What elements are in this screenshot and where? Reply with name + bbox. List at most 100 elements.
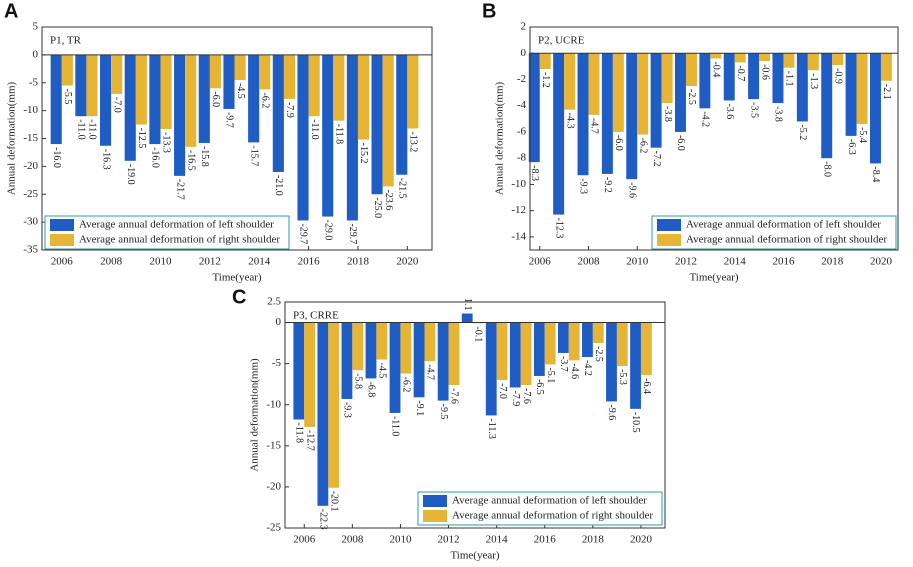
- value-label: -7.0: [111, 97, 122, 113]
- bar: [661, 53, 673, 104]
- value-label: -7.2: [651, 151, 662, 167]
- value-label: -6.4: [641, 378, 652, 394]
- value-label: -5.2: [797, 124, 808, 140]
- bar: [346, 54, 358, 221]
- value-label: -7.0: [497, 383, 508, 399]
- bar: [111, 54, 123, 94]
- bar: [582, 322, 593, 358]
- value-label: -13.2: [408, 131, 419, 152]
- x-tick-label: 2010: [389, 534, 412, 546]
- value-label: -6.2: [259, 92, 270, 108]
- legend-swatch: [423, 510, 447, 522]
- value-label: -11.3: [486, 418, 497, 438]
- bar: [396, 54, 408, 175]
- value-label: -19.0: [125, 164, 136, 185]
- bar: [553, 53, 565, 215]
- value-label: -9.5: [438, 404, 449, 420]
- panel-letter: C: [232, 286, 246, 308]
- y-tick-label: -8: [517, 152, 527, 164]
- y-tick-label: 0: [521, 47, 527, 59]
- value-label: -7.9: [510, 390, 521, 406]
- value-label: -5.8: [352, 373, 363, 389]
- bar: [557, 322, 569, 353]
- bar: [357, 54, 370, 140]
- bar: [710, 53, 722, 59]
- bar: [223, 54, 235, 109]
- value-label: -4.5: [235, 83, 246, 99]
- bar: [400, 322, 412, 374]
- bar: [612, 53, 624, 132]
- legend-swatch: [657, 234, 681, 246]
- value-label: -11.0: [76, 119, 87, 139]
- y-tick-label: -20: [23, 160, 38, 172]
- bar: [448, 322, 460, 386]
- x-axis-label: Time(year): [212, 272, 261, 284]
- y-tick-label: -10: [23, 104, 38, 116]
- value-label: -0.1: [473, 326, 484, 342]
- bar: [283, 54, 296, 99]
- value-label: -21.7: [174, 179, 185, 200]
- value-label: -2.5: [593, 346, 604, 362]
- panel-letter: A: [4, 0, 18, 22]
- bar: [699, 53, 711, 109]
- bar: [772, 53, 784, 104]
- y-tick-label: -30: [23, 216, 38, 228]
- y-tick-label: 0: [276, 316, 282, 328]
- value-label: -16.3: [100, 149, 111, 170]
- x-tick-label: 2016: [772, 256, 795, 268]
- bar: [577, 53, 589, 176]
- x-tick-label: 2008: [100, 256, 123, 268]
- value-label: -21.5: [396, 178, 407, 199]
- y-tick-label: -5: [29, 76, 39, 88]
- bar: [485, 322, 497, 416]
- value-label: -8.4: [870, 166, 881, 182]
- bar: [520, 322, 532, 386]
- value-label: -5.3: [617, 369, 628, 385]
- x-tick-label: 2006: [293, 534, 316, 546]
- legend-box: [651, 215, 897, 250]
- value-label: -25.0: [372, 197, 383, 218]
- value-label: -11.0: [309, 119, 320, 139]
- value-label: -11.0: [390, 416, 401, 436]
- x-tick-label: 2010: [149, 256, 172, 268]
- x-tick-label: 2012: [199, 256, 221, 268]
- bar: [160, 54, 172, 130]
- value-label: -15.7: [248, 145, 259, 166]
- value-label: -11.0: [87, 119, 98, 139]
- y-axis-label: Annual deformation(mm): [494, 82, 506, 196]
- value-label: -4.2: [700, 111, 711, 127]
- bar: [568, 322, 580, 361]
- bar: [61, 54, 73, 86]
- legend-swatch: [50, 234, 74, 246]
- y-tick-label: 2.5: [267, 296, 281, 308]
- value-label: 1.1: [462, 298, 473, 311]
- bar: [209, 54, 221, 89]
- bar: [821, 53, 833, 159]
- y-tick-label: -2: [517, 73, 526, 85]
- bar: [124, 54, 136, 161]
- bar: [588, 53, 600, 115]
- legend-label: Average annual deformation of left shoul…: [452, 495, 647, 507]
- bar: [149, 54, 161, 145]
- legend-label: Average annual deformation of right shou…: [79, 234, 280, 246]
- value-label: -0.4: [711, 61, 722, 77]
- y-tick-label: -20: [266, 480, 281, 492]
- y-tick-label: -10: [511, 178, 526, 190]
- x-tick-label: 2012: [675, 256, 697, 268]
- y-tick-label: -10: [266, 398, 281, 410]
- bar: [424, 322, 436, 362]
- value-label: -9.1: [414, 400, 425, 416]
- value-label: -29.0: [322, 220, 333, 241]
- x-tick-label: 2020: [396, 256, 419, 268]
- value-label: -13.3: [161, 132, 172, 153]
- x-tick-label: 2018: [582, 534, 605, 546]
- bar: [807, 53, 819, 71]
- value-label: -5.5: [62, 89, 73, 105]
- value-label: -9.7: [224, 112, 235, 128]
- x-tick-label: 2020: [630, 534, 653, 546]
- bar: [297, 54, 309, 221]
- legend-swatch: [657, 219, 681, 231]
- y-tick-label: -4: [517, 99, 527, 111]
- bar: [50, 54, 62, 145]
